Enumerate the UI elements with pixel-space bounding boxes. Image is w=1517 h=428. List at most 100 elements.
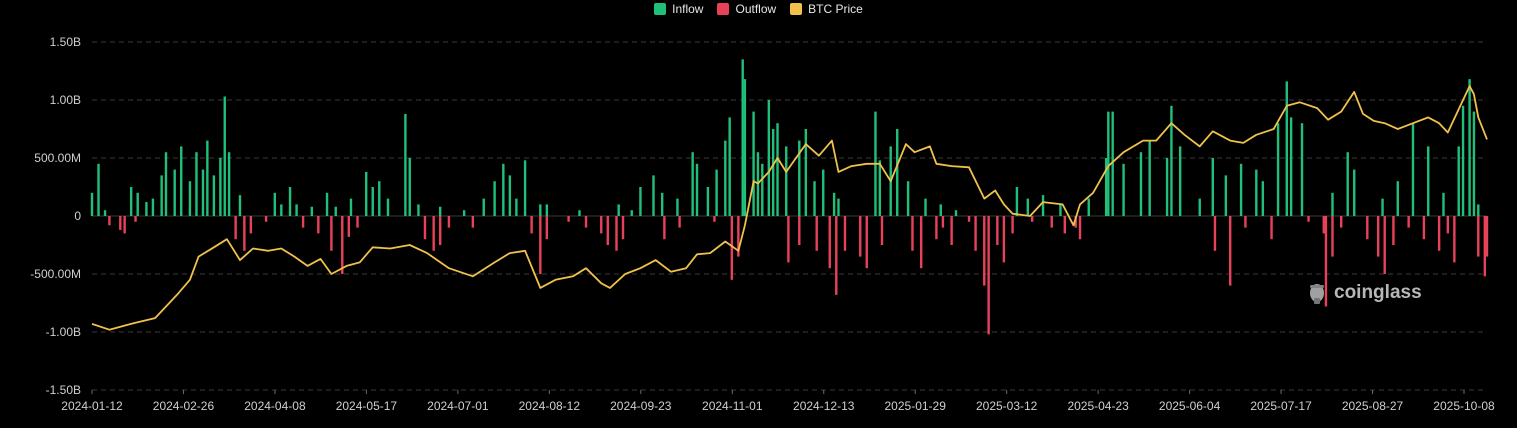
y-tick-label: -1.50B [46, 383, 81, 397]
x-tick-label: 2025-06-04 [1159, 399, 1221, 413]
outflow-bar [530, 216, 533, 234]
inflow-bar [273, 192, 277, 216]
inflow-bar [417, 204, 420, 216]
watermark: coinglass [1306, 280, 1422, 306]
inflow-bar [325, 192, 329, 216]
inflow-bar [1104, 158, 1108, 216]
bar-series [90, 59, 1489, 335]
inflow-bar [837, 198, 840, 216]
legend-item-btc-price[interactable]: BTC Price [790, 2, 863, 16]
inflow-bar [1139, 152, 1143, 216]
x-tick-label: 2024-01-12 [61, 399, 123, 413]
inflow-bar [1059, 204, 1062, 216]
x-tick-label: 2025-04-23 [1067, 399, 1129, 413]
inflow-bar [906, 181, 910, 216]
inflow-bar [1289, 117, 1293, 216]
inflow-bar [515, 198, 518, 216]
inflow-bar [630, 210, 633, 216]
x-tick-label: 2024-12-13 [793, 399, 855, 413]
inflow-bar [1015, 187, 1019, 216]
inflow-bar [206, 140, 209, 216]
outflow-bar [1078, 216, 1082, 240]
outflow-bar [1483, 216, 1487, 277]
x-tick-label: 2025-07-17 [1250, 399, 1312, 413]
inflow-bar [639, 187, 642, 216]
outflow-bar [1228, 216, 1232, 286]
outflow-bar [432, 216, 435, 251]
inflow-bar [1111, 111, 1114, 216]
outflow-bar [730, 216, 734, 280]
inflow-bar [1468, 79, 1471, 217]
x-tick-label: 2025-10-08 [1433, 399, 1495, 413]
inflow-bar [173, 169, 176, 216]
inflow-bar [1300, 123, 1304, 216]
outflow-bar [301, 216, 305, 228]
outflow-bar [234, 216, 237, 240]
inflow-bar [1346, 152, 1349, 216]
inflow-bar [1026, 198, 1030, 216]
btc-price-line [91, 85, 1488, 331]
inflow-bar [288, 187, 292, 216]
inflow-bar [493, 181, 496, 216]
outflow-bar [1331, 216, 1334, 257]
outflow-bar [1050, 216, 1053, 228]
inflow-bar [1224, 175, 1228, 216]
outflow-bar [713, 216, 716, 222]
x-tick-label: 2024-09-23 [610, 399, 672, 413]
inflow-bar [160, 175, 163, 216]
y-tick-label: 0 [74, 209, 81, 223]
x-tick-label: 2024-07-01 [427, 399, 489, 413]
outflow-bar [941, 216, 945, 228]
x-tick-label: 2024-11-01 [702, 399, 763, 413]
inflow-bar [896, 129, 899, 216]
inflow-bar [771, 129, 775, 216]
inflow-bar [201, 169, 205, 216]
outflow-bar [880, 216, 884, 245]
inflow-bar [939, 204, 942, 216]
y-tick-label: -1.00B [46, 325, 81, 339]
outflow-bar [567, 216, 570, 222]
outflow-bar [1002, 216, 1006, 263]
outflow-bar [1477, 216, 1480, 257]
inflow-bar [129, 187, 133, 216]
outflow-bar [356, 216, 359, 228]
legend-swatch-outflow [717, 3, 730, 15]
inflow-bar [798, 140, 801, 216]
outflow-bar [471, 216, 475, 228]
inflow-bar [1261, 181, 1265, 216]
inflow-bar [1276, 123, 1280, 216]
inflow-bar [695, 163, 699, 216]
outflow-bar [1213, 216, 1217, 251]
outflow-bar [996, 216, 999, 245]
inflow-bar [404, 113, 407, 216]
inflow-bar [195, 152, 198, 216]
outflow-bar [347, 216, 351, 237]
inflow-bar [386, 198, 390, 216]
inflow-bar [371, 187, 374, 216]
outflow-bar [1322, 216, 1325, 234]
line-series [91, 85, 1488, 331]
inflow-bar [776, 123, 779, 216]
outflow-bar [935, 216, 938, 240]
inflow-bar [785, 146, 788, 216]
x-tick-label: 2024-05-17 [336, 399, 398, 413]
y-tick-label: 1.50B [50, 35, 81, 49]
inflow-bar [523, 160, 527, 216]
inflow-bar [1122, 163, 1125, 216]
inflow-bar [238, 195, 242, 216]
outflow-bar [264, 216, 268, 222]
outflow-bar [1339, 216, 1343, 228]
inflow-bar [767, 100, 771, 216]
inflow-bar [878, 160, 882, 216]
inflow-bar [1396, 181, 1399, 216]
inflow-bar [813, 181, 816, 216]
outflow-bar [1244, 216, 1247, 228]
x-tick-label: 2025-03-12 [976, 399, 1038, 413]
legend-item-inflow[interactable]: Inflow [654, 2, 703, 16]
legend-item-outflow[interactable]: Outflow [717, 2, 776, 16]
inflow-bar [145, 202, 148, 216]
x-tick-label: 2025-08-27 [1342, 399, 1404, 413]
outflow-bar [539, 216, 542, 274]
inflow-bar [676, 198, 679, 216]
